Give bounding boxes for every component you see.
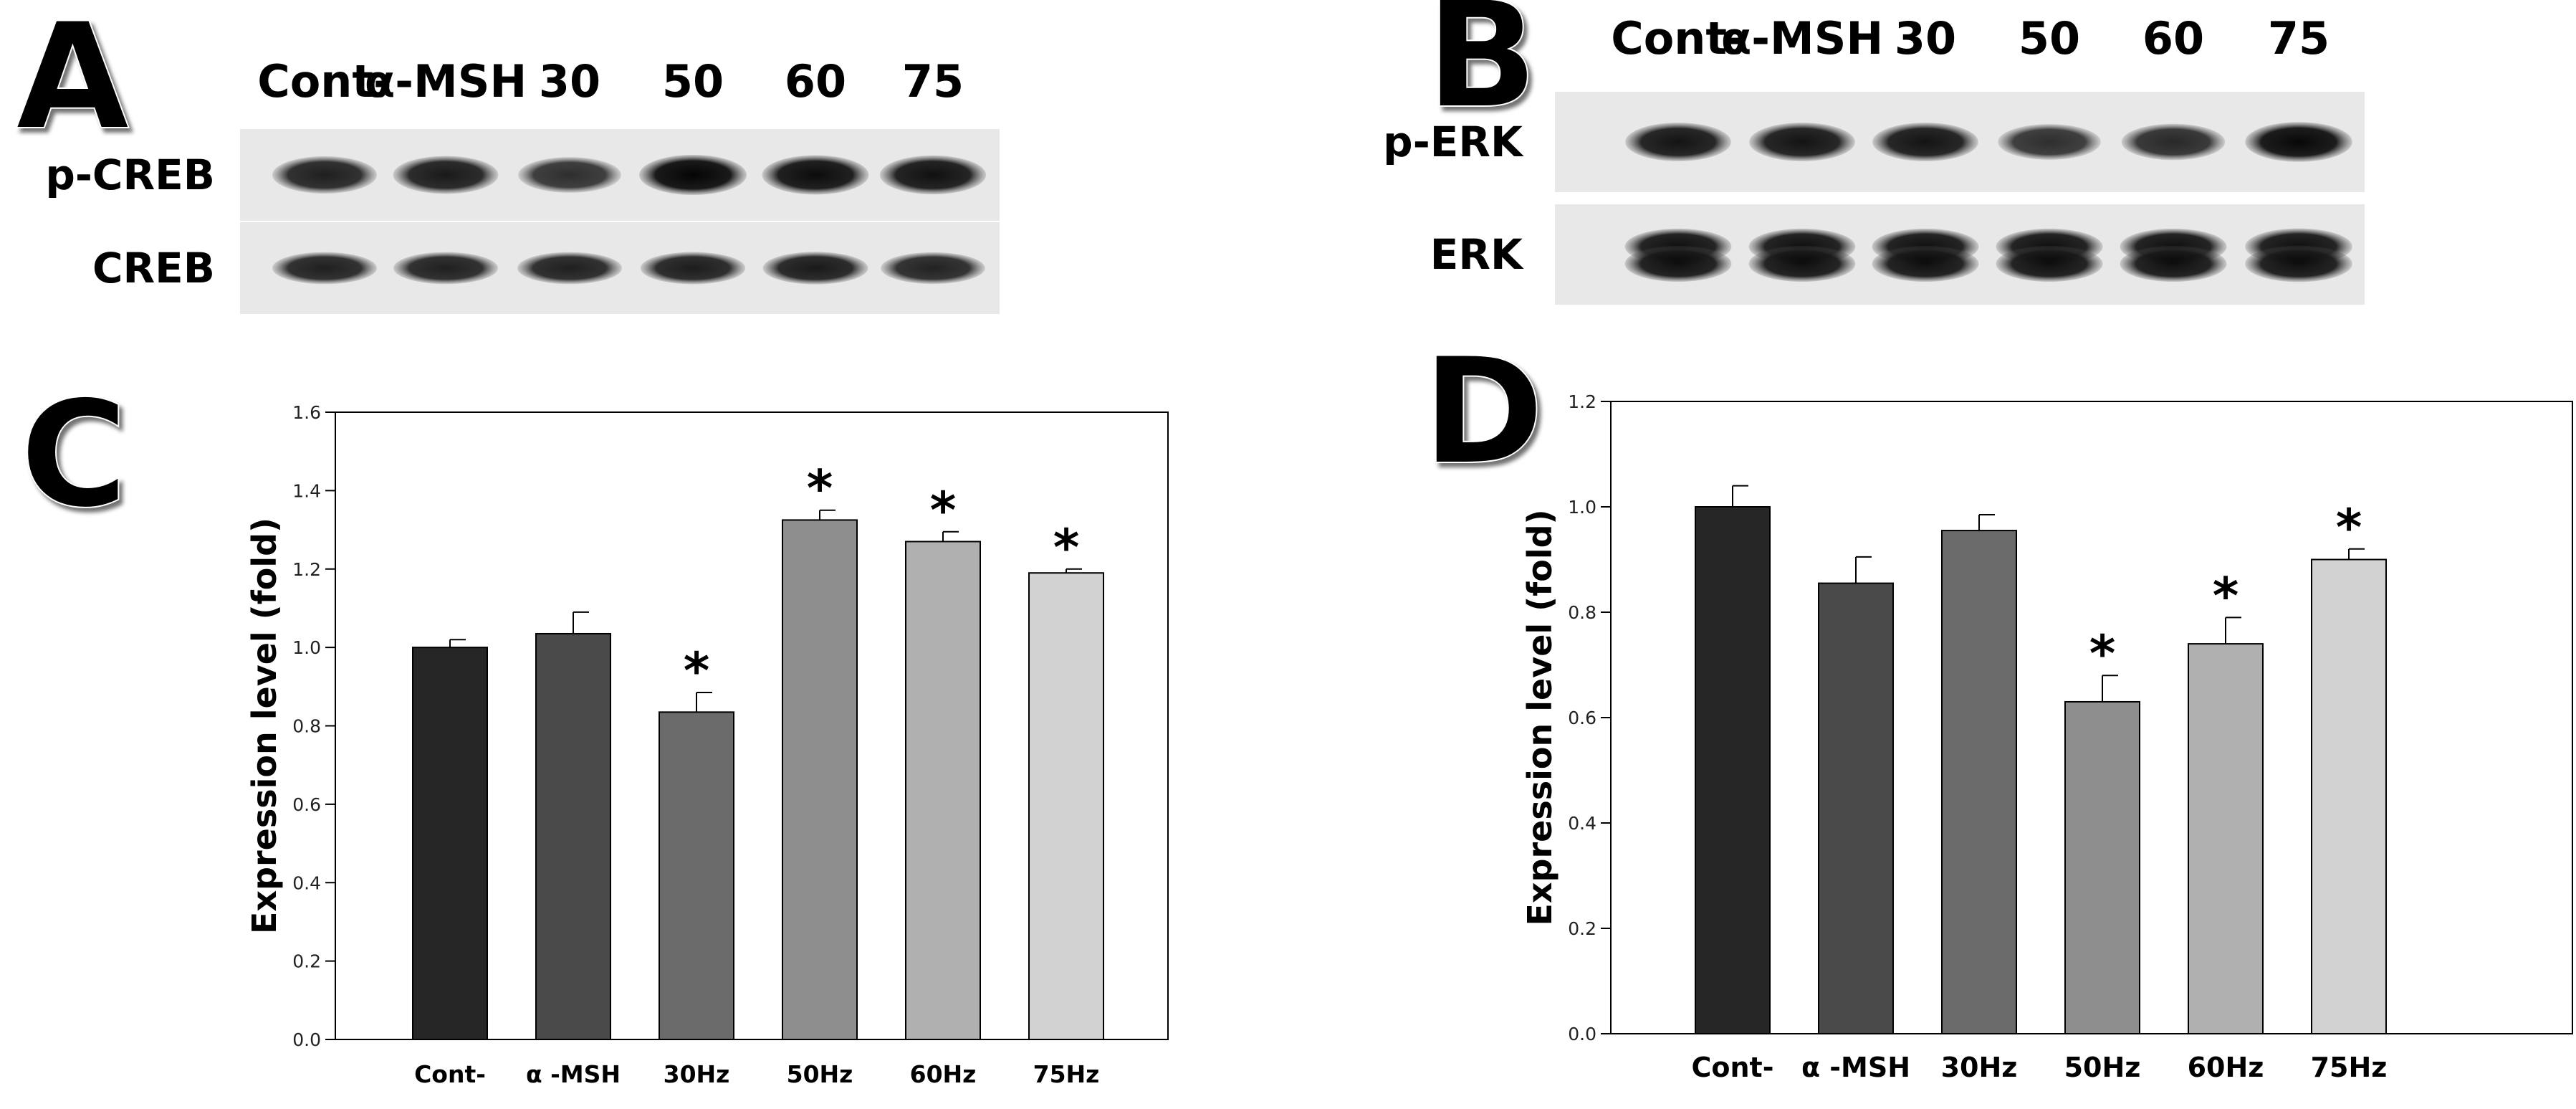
y-axis-label: Expression level (fold) [1521,509,1559,925]
blot-band [639,155,747,195]
y-tick-label: 1.0 [292,637,321,658]
panel-letter-d: D [1422,327,1544,498]
bar [659,711,734,1040]
blot-band [393,156,499,194]
blot-band [1872,123,1978,161]
y-tick-label: 1.2 [1568,391,1596,412]
y-tick-label: 0.8 [292,716,321,737]
bar [905,541,981,1040]
significance-marker: * [930,481,957,540]
bar-chart-c: 0.0 0.2 0.4 0.6 0.8 1.0 1.2 1.4 1.6 Expression le… [245,402,1169,1088]
category-label: Cont- [414,1060,486,1088]
category-label: 30Hz [664,1060,730,1088]
blot-band [1748,245,1856,282]
significance-marker: * [807,460,833,518]
blot-band [272,252,377,285]
y-tick-label: 0.2 [292,951,321,972]
blot-band [517,252,622,285]
category-label: 75Hz [1033,1060,1100,1088]
significance-marker: * [2336,498,2362,557]
panel-letter-a: A [16,0,130,163]
bar [782,519,858,1040]
row-label: CREB [92,244,215,292]
lane-label: 50 [2019,12,2080,65]
y-tick-label: 1.0 [1568,497,1596,518]
blot-band [762,252,868,285]
bar [2188,643,2264,1034]
y-tick-label: 0.6 [292,794,321,815]
y-tick-label: 0.4 [292,872,321,893]
y-tick-label: 0.6 [1568,708,1596,728]
blot-band [1998,124,2101,160]
blot-band [881,252,985,285]
blot-band [640,252,746,285]
bar [412,647,488,1040]
y-tick-label: 1.4 [292,480,321,501]
y-tick-label: 0.4 [1568,813,1596,834]
y-tick-label: 0.2 [1568,918,1596,939]
blot-band [272,156,377,194]
blot-band [2120,245,2227,282]
lane-label: 50 [662,55,724,108]
lane-label: 30 [1895,12,1956,65]
blot-band [1624,245,1732,282]
blot-band [393,252,498,285]
blot-band [1749,123,1855,161]
blot-band [2245,122,2352,162]
blot-band [762,155,869,195]
category-label: 60Hz [2188,1052,2264,1083]
lane-label: 60 [785,55,846,108]
category-label: 30Hz [1941,1052,2018,1083]
blot-band [1872,245,1979,282]
significance-marker: * [684,642,710,700]
significance-marker: * [2089,624,2116,683]
lane-label: 30 [539,55,600,108]
row-label: ERK [1430,230,1524,279]
row-label: p-ERK [1383,118,1524,166]
bar [1028,572,1104,1040]
lane-label: α-MSH [1721,12,1884,65]
blot-band [879,155,987,195]
lane-label: Cont- [1611,12,1746,65]
bar [1941,530,2017,1034]
lane-label: 60 [2142,12,2204,65]
category-label: α -MSH [1801,1052,1910,1083]
category-label: 60Hz [910,1060,977,1088]
y-tick-label: 1.6 [292,402,321,423]
blot-band [1996,245,2103,282]
y-tick-label: 1.2 [292,559,321,580]
bar [2311,558,2387,1034]
lane-label: 75 [2268,12,2330,65]
category-label: 50Hz [787,1060,853,1088]
bar [1695,506,1771,1034]
lane-label: α-MSH [365,55,527,108]
y-tick-label: 0.0 [292,1029,321,1050]
lane-label: 75 [902,55,964,108]
category-label: α -MSH [526,1060,621,1088]
category-label: Cont- [1692,1052,1774,1083]
blot-band [518,157,621,193]
bar-chart-d: 0.0 0.2 0.4 0.6 0.8 1.0 1.2 Expression level (f… [1521,391,2573,1083]
category-label: 75Hz [2311,1052,2388,1083]
y-tick-label: 0.0 [1568,1024,1596,1044]
blot-band [2245,245,2352,282]
lane-label: Cont- [257,55,392,108]
y-axis-label: Expression level (fold) [245,518,284,934]
western-blot-b: Cont-α-MSH 30 50 60 75 p-ERK ERK [1383,12,2365,305]
western-blot-a: Cont-α-MSH 30 50 60 75 p-CREB CREB [45,55,1000,314]
significance-marker: * [2213,566,2239,625]
bar [2064,700,2140,1034]
panel-letter-b: B [1426,0,1538,141]
blot-band [2121,123,2226,161]
row-label: p-CREB [45,151,215,199]
blot-band [1625,123,1731,161]
bar [1818,582,1894,1034]
category-label: 50Hz [2064,1052,2141,1083]
panel-letter-c: C [20,370,128,541]
bar [535,632,611,1040]
significance-marker: * [1053,518,1080,577]
y-tick-label: 0.8 [1568,602,1596,623]
